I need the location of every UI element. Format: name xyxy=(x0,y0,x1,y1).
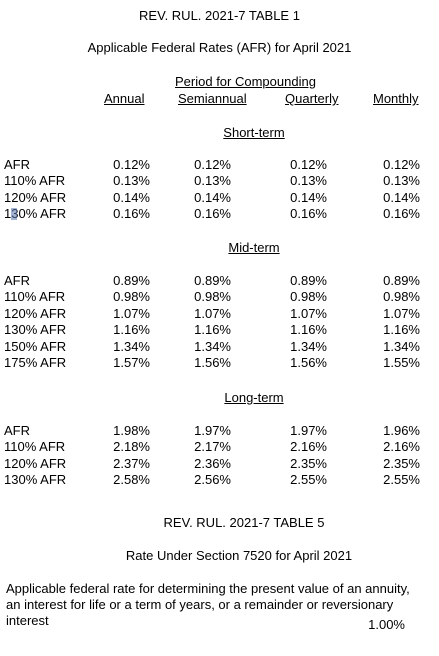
table-row: 110% AFR 2.18% 2.17% 2.16% 2.16% xyxy=(0,439,439,455)
table1-title: REV. RUL. 2021-7 TABLE 1 xyxy=(139,8,300,23)
cell-annual: 2.37% xyxy=(113,456,150,471)
table-row: AFR 1.98% 1.97% 1.97% 1.96% xyxy=(0,423,439,439)
cell-monthly: 2.35% xyxy=(383,456,420,471)
row-label: 110% AFR xyxy=(4,439,66,454)
cell-annual: 1.98% xyxy=(113,423,150,438)
cell-quarterly: 2.55% xyxy=(290,472,327,487)
cell-monthly: 0.12% xyxy=(383,157,420,172)
row-label: 120% AFR xyxy=(4,190,67,205)
cell-annual: 0.98% xyxy=(113,289,150,304)
row-label: 130% AFR xyxy=(4,206,67,221)
table-row: AFR 0.12% 0.12% 0.12% 0.12% xyxy=(0,157,439,173)
cell-annual: 1.07% xyxy=(113,306,150,321)
cell-quarterly: 0.14% xyxy=(290,190,327,205)
cell-annual: 0.13% xyxy=(113,173,150,188)
cell-quarterly: 0.98% xyxy=(290,289,327,304)
row-label: 175% AFR xyxy=(4,355,67,370)
cell-monthly: 1.55% xyxy=(383,355,420,370)
cell-annual: 2.58% xyxy=(113,472,150,487)
cell-monthly: 2.55% xyxy=(383,472,420,487)
cell-quarterly: 1.16% xyxy=(290,322,327,337)
cell-quarterly: 2.16% xyxy=(290,439,327,454)
cell-semiannual: 0.89% xyxy=(194,273,231,288)
cell-quarterly: 0.89% xyxy=(290,273,327,288)
cell-monthly: 1.96% xyxy=(383,423,420,438)
row-label: 120% AFR xyxy=(4,456,67,471)
row-label: 110% AFR xyxy=(4,173,66,188)
table-row: 130% AFR 2.58% 2.56% 2.55% 2.55% xyxy=(0,472,439,488)
column-header-annual: Annual xyxy=(104,91,145,106)
section-7520-description: Applicable federal rate for determining … xyxy=(6,581,410,628)
cell-annual: 0.12% xyxy=(113,157,150,172)
table-row: 175% AFR 1.57% 1.56% 1.56% 1.55% xyxy=(0,355,439,371)
period-header: Period for Compounding xyxy=(175,74,316,89)
cell-monthly: 0.13% xyxy=(383,173,420,188)
table-row: 150% AFR 1.34% 1.34% 1.34% 1.34% xyxy=(0,339,439,355)
section-header-short-term: Short-term xyxy=(223,125,285,140)
cell-quarterly: 1.56% xyxy=(290,355,327,370)
cell-annual: 0.14% xyxy=(113,190,150,205)
cell-quarterly: 0.12% xyxy=(290,157,327,172)
column-header-semiannual: Semiannual xyxy=(178,91,247,106)
cell-quarterly: 1.07% xyxy=(290,306,327,321)
table-row: AFR 0.89% 0.89% 0.89% 0.89% xyxy=(0,273,439,289)
row-label: 130% AFR xyxy=(4,472,67,487)
cell-annual: 0.16% xyxy=(113,206,150,221)
cell-annual: 1.34% xyxy=(113,339,150,354)
cell-monthly: 2.16% xyxy=(383,439,420,454)
row-label: 120% AFR xyxy=(4,306,67,321)
table-row: 130% AFR 1.16% 1.16% 1.16% 1.16% xyxy=(0,322,439,338)
table-row: 110% AFR 0.98% 0.98% 0.98% 0.98% xyxy=(0,289,439,305)
section-header-long-term: Long-term xyxy=(224,390,284,405)
row-label: AFR xyxy=(4,423,30,438)
section-header-mid-term: Mid-term xyxy=(228,240,280,255)
cell-monthly: 1.34% xyxy=(383,339,420,354)
cell-semiannual: 2.56% xyxy=(194,472,231,487)
cell-quarterly: 0.13% xyxy=(290,173,327,188)
cell-monthly: 0.89% xyxy=(383,273,420,288)
cell-annual: 1.57% xyxy=(113,355,150,370)
cell-semiannual: 1.34% xyxy=(194,339,231,354)
cell-monthly: 0.14% xyxy=(383,190,420,205)
cell-annual: 1.16% xyxy=(113,322,150,337)
table-row: 120% AFR 1.07% 1.07% 1.07% 1.07% xyxy=(0,306,439,322)
row-label: 150% AFR xyxy=(4,339,67,354)
column-header-quarterly: Quarterly xyxy=(285,91,339,106)
row-label: 110% AFR xyxy=(4,289,66,304)
cell-annual: 2.18% xyxy=(113,439,150,454)
table-row: 110% AFR 0.13% 0.13% 0.13% 0.13% xyxy=(0,173,439,189)
cell-semiannual: 1.16% xyxy=(194,322,231,337)
section-7520-rate: 1.00% xyxy=(368,617,405,632)
cell-semiannual: 2.36% xyxy=(194,456,231,471)
row-label: AFR xyxy=(4,273,30,288)
table5-subtitle: Rate Under Section 7520 for April 2021 xyxy=(125,548,353,563)
cell-semiannual: 1.97% xyxy=(194,423,231,438)
table5-title: REV. RUL. 2021-7 TABLE 5 xyxy=(163,515,325,530)
cell-semiannual: 1.56% xyxy=(194,355,231,370)
row-label: 130% AFR xyxy=(4,322,67,337)
text-cursor-highlight xyxy=(11,208,17,220)
cell-semiannual: 0.98% xyxy=(194,289,231,304)
cell-quarterly: 2.35% xyxy=(290,456,327,471)
cell-semiannual: 0.16% xyxy=(194,206,231,221)
cell-quarterly: 0.16% xyxy=(290,206,327,221)
cell-monthly: 1.16% xyxy=(383,322,420,337)
table-row: 130% AFR 0.16% 0.16% 0.16% 0.16% xyxy=(0,206,439,222)
cell-semiannual: 1.07% xyxy=(194,306,231,321)
cell-quarterly: 1.97% xyxy=(290,423,327,438)
table-row: 120% AFR 2.37% 2.36% 2.35% 2.35% xyxy=(0,456,439,472)
cell-quarterly: 1.34% xyxy=(290,339,327,354)
cell-annual: 0.89% xyxy=(113,273,150,288)
cell-monthly: 0.98% xyxy=(383,289,420,304)
table-row: 120% AFR 0.14% 0.14% 0.14% 0.14% xyxy=(0,190,439,206)
cell-monthly: 0.16% xyxy=(383,206,420,221)
cell-semiannual: 0.12% xyxy=(194,157,231,172)
table1-subtitle: Applicable Federal Rates (AFR) for April… xyxy=(87,40,352,55)
column-header-monthly: Monthly xyxy=(373,91,419,106)
cell-monthly: 1.07% xyxy=(383,306,420,321)
cell-semiannual: 0.14% xyxy=(194,190,231,205)
row-label: AFR xyxy=(4,157,30,172)
cell-semiannual: 2.17% xyxy=(194,439,231,454)
cell-semiannual: 0.13% xyxy=(194,173,231,188)
